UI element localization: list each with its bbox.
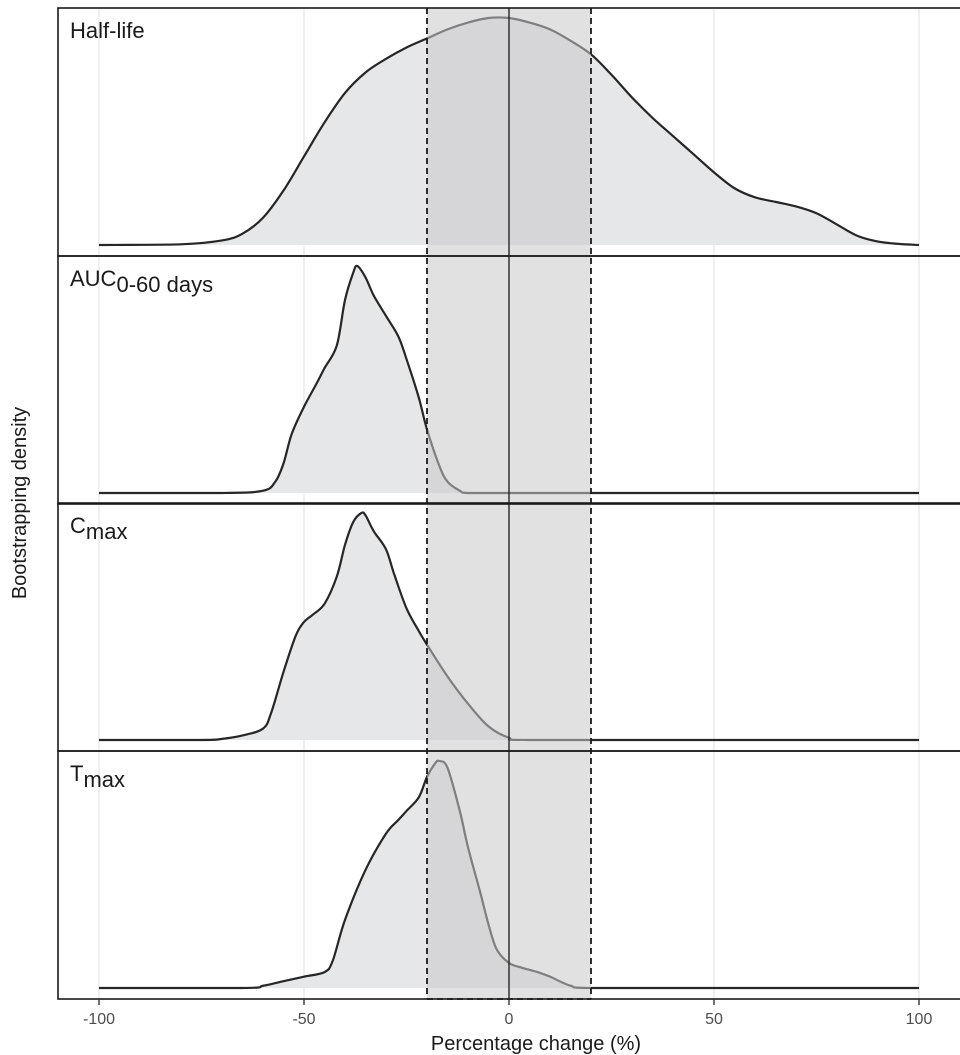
y-axis-title: Bootstrapping density	[9, 407, 31, 599]
panel-frame	[57, 255, 960, 505]
density-area	[99, 512, 919, 740]
x-tick-label: 0	[505, 1011, 514, 1028]
panel-label-main: AUC	[70, 266, 117, 291]
panel-label: AUC0-60 days	[70, 266, 213, 297]
x-tick-label: -100	[83, 1011, 115, 1028]
panel-frames	[57, 7, 960, 1000]
x-tick-label: 50	[705, 1011, 723, 1028]
panel-label: Tmax	[70, 761, 125, 792]
panel-label-main: C	[70, 513, 86, 538]
panel-label: Cmax	[70, 513, 127, 544]
panel-label-main: T	[70, 761, 83, 786]
panel-label-subscript: max	[86, 519, 128, 544]
x-tick-label: -50	[292, 1011, 315, 1028]
panel-label-subscript: 0-60 days	[116, 272, 213, 297]
panel-label-subscript: max	[83, 767, 125, 792]
panel-label: Half-life	[70, 18, 145, 43]
density-area	[99, 265, 919, 493]
panel-frame	[57, 750, 960, 1000]
panel-label-main: Half-life	[70, 18, 145, 43]
x-axis-title: Percentage change (%)	[431, 1033, 641, 1055]
x-axis: -100 -50 0 50 100	[83, 999, 932, 1028]
x-tick-label: 100	[906, 1011, 933, 1028]
